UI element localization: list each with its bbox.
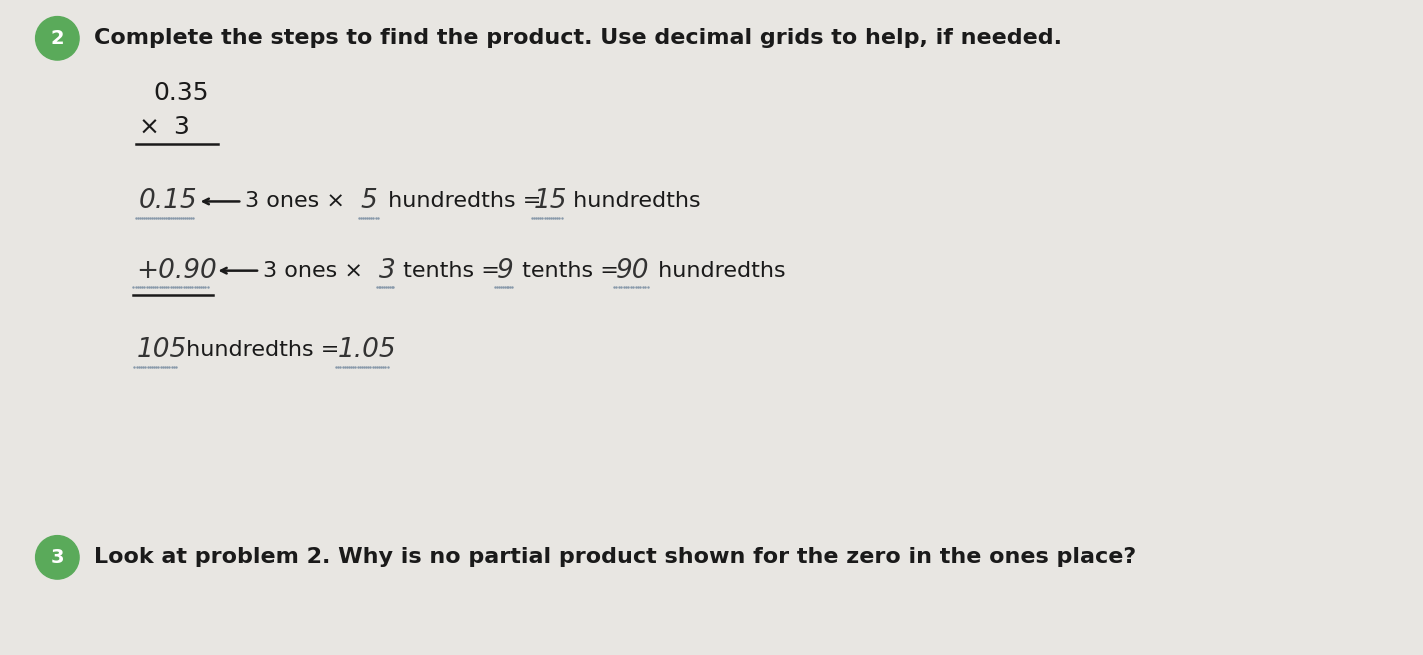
Text: 3 ones ×: 3 ones ×	[263, 261, 370, 280]
Text: 3: 3	[174, 115, 189, 140]
Text: hundredths: hundredths	[650, 261, 785, 280]
Text: Complete the steps to find the product. Use decimal grids to help, if needed.: Complete the steps to find the product. …	[94, 28, 1062, 48]
Text: ×: ×	[138, 115, 159, 140]
Text: 105: 105	[137, 337, 186, 363]
Text: tenths =: tenths =	[397, 261, 508, 280]
Text: hundredths =: hundredths =	[179, 340, 346, 360]
Text: 3 ones ×: 3 ones ×	[245, 191, 353, 212]
Text: 15: 15	[534, 189, 568, 214]
Text: Look at problem 2. Why is no partial product shown for the zero in the ones plac: Look at problem 2. Why is no partial pro…	[94, 548, 1136, 567]
Text: 2: 2	[51, 29, 64, 48]
Text: +0.90: +0.90	[137, 257, 218, 284]
Text: 0.15: 0.15	[138, 189, 196, 214]
Text: hundredths =: hundredths =	[380, 191, 548, 212]
Circle shape	[36, 536, 80, 579]
Text: tenths =: tenths =	[515, 261, 626, 280]
Text: 1.05: 1.05	[339, 337, 397, 363]
Circle shape	[36, 16, 80, 60]
Text: 3: 3	[379, 257, 396, 284]
Text: 3: 3	[51, 548, 64, 567]
Text: 90: 90	[616, 257, 649, 284]
Text: 0.35: 0.35	[154, 81, 209, 105]
Text: 9: 9	[497, 257, 514, 284]
Text: hundredths: hundredths	[565, 191, 700, 212]
Text: 5: 5	[361, 189, 377, 214]
